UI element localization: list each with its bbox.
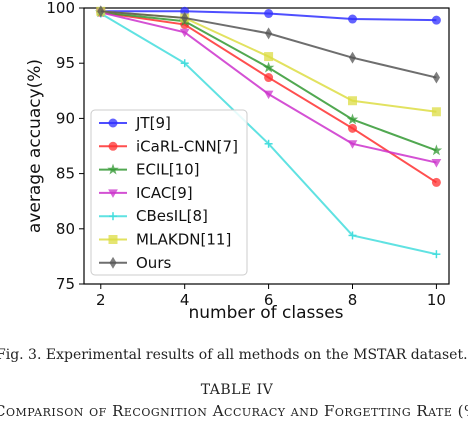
data-point (109, 212, 117, 221)
legend-label: CBesIL[8] (136, 207, 208, 225)
data-point (109, 256, 117, 269)
data-point (348, 96, 358, 106)
data-point (348, 51, 357, 64)
legend-entry: MLAKDN[11] (99, 231, 231, 249)
data-point (432, 250, 441, 259)
y-tick-label: 90 (56, 109, 75, 127)
series-layer (95, 5, 443, 259)
legend-entry: CBesIL[8] (99, 207, 208, 225)
data-point (431, 177, 441, 187)
data-point (179, 28, 190, 38)
legend-entry: ECIL[10] (99, 161, 200, 179)
data-point (264, 139, 273, 148)
data-point (263, 90, 274, 100)
y-tick-label: 95 (56, 54, 75, 72)
data-point (97, 5, 105, 18)
legend-entry: iCaRL-CNN[7] (99, 137, 238, 155)
data-point (180, 59, 189, 68)
data-point (348, 14, 358, 24)
legend-entry: ICAC[9] (99, 184, 193, 202)
data-point (264, 73, 274, 83)
data-point (431, 159, 442, 168)
legend-label: ECIL[10] (136, 161, 200, 179)
data-point (348, 231, 357, 240)
x-axis-label: number of classes (188, 303, 343, 323)
x-tick-label: 2 (96, 291, 106, 309)
series (97, 5, 440, 84)
data-point (108, 118, 118, 128)
axes-layer: 2 4 6 8 10 75 80 85 90 95 100 (46, 0, 446, 309)
legend-label: iCaRL-CNN[7] (136, 137, 238, 155)
x-tick-label: 10 (427, 291, 446, 309)
data-point (264, 52, 274, 62)
legend-label: JT[9] (135, 114, 171, 132)
table-title: TABLE IV (200, 382, 274, 398)
legend-entry: JT[9] (99, 114, 171, 132)
legend-label: ICAC[9] (136, 184, 193, 202)
legend-label: MLAKDN[11] (136, 231, 231, 249)
data-point (108, 189, 118, 198)
y-tick-label: 85 (56, 165, 75, 183)
data-point (432, 71, 440, 84)
data-point (108, 235, 118, 244)
data-point (107, 163, 119, 175)
data-point (264, 9, 274, 19)
x-tick-label: 6 (264, 291, 274, 309)
figure-caption: Fig. 3. Experimental results of all meth… (0, 347, 468, 363)
legend-box (90, 109, 248, 276)
data-point (265, 27, 273, 40)
data-point (262, 61, 275, 73)
table-caption: Comparison of Recognition Accuracy and F… (0, 402, 468, 420)
legend: JT[9] iCaRL-CNN[7] ECIL[10] ICAC[9] CBesIL[8… (90, 109, 248, 276)
line-chart: 2 4 6 8 10 75 80 85 90 95 100 JT[9] iCaRL-CNN[7] ECI… (25, 0, 450, 323)
x-tick-label: 4 (180, 291, 190, 309)
y-tick-label: 75 (56, 275, 75, 293)
data-point (108, 141, 118, 151)
legend-entry: Ours (99, 254, 171, 272)
data-point (431, 15, 441, 25)
y-tick-label: 100 (46, 0, 75, 17)
data-point (181, 11, 189, 24)
y-axis-label: average accuacy(%) (25, 59, 45, 233)
x-tick-label: 8 (348, 291, 358, 309)
y-tick-label: 80 (56, 220, 75, 238)
data-point (431, 107, 441, 117)
data-point (347, 140, 358, 149)
data-point (348, 123, 358, 133)
data-point (430, 144, 443, 156)
data-point (346, 113, 359, 125)
legend-label: Ours (136, 254, 171, 272)
